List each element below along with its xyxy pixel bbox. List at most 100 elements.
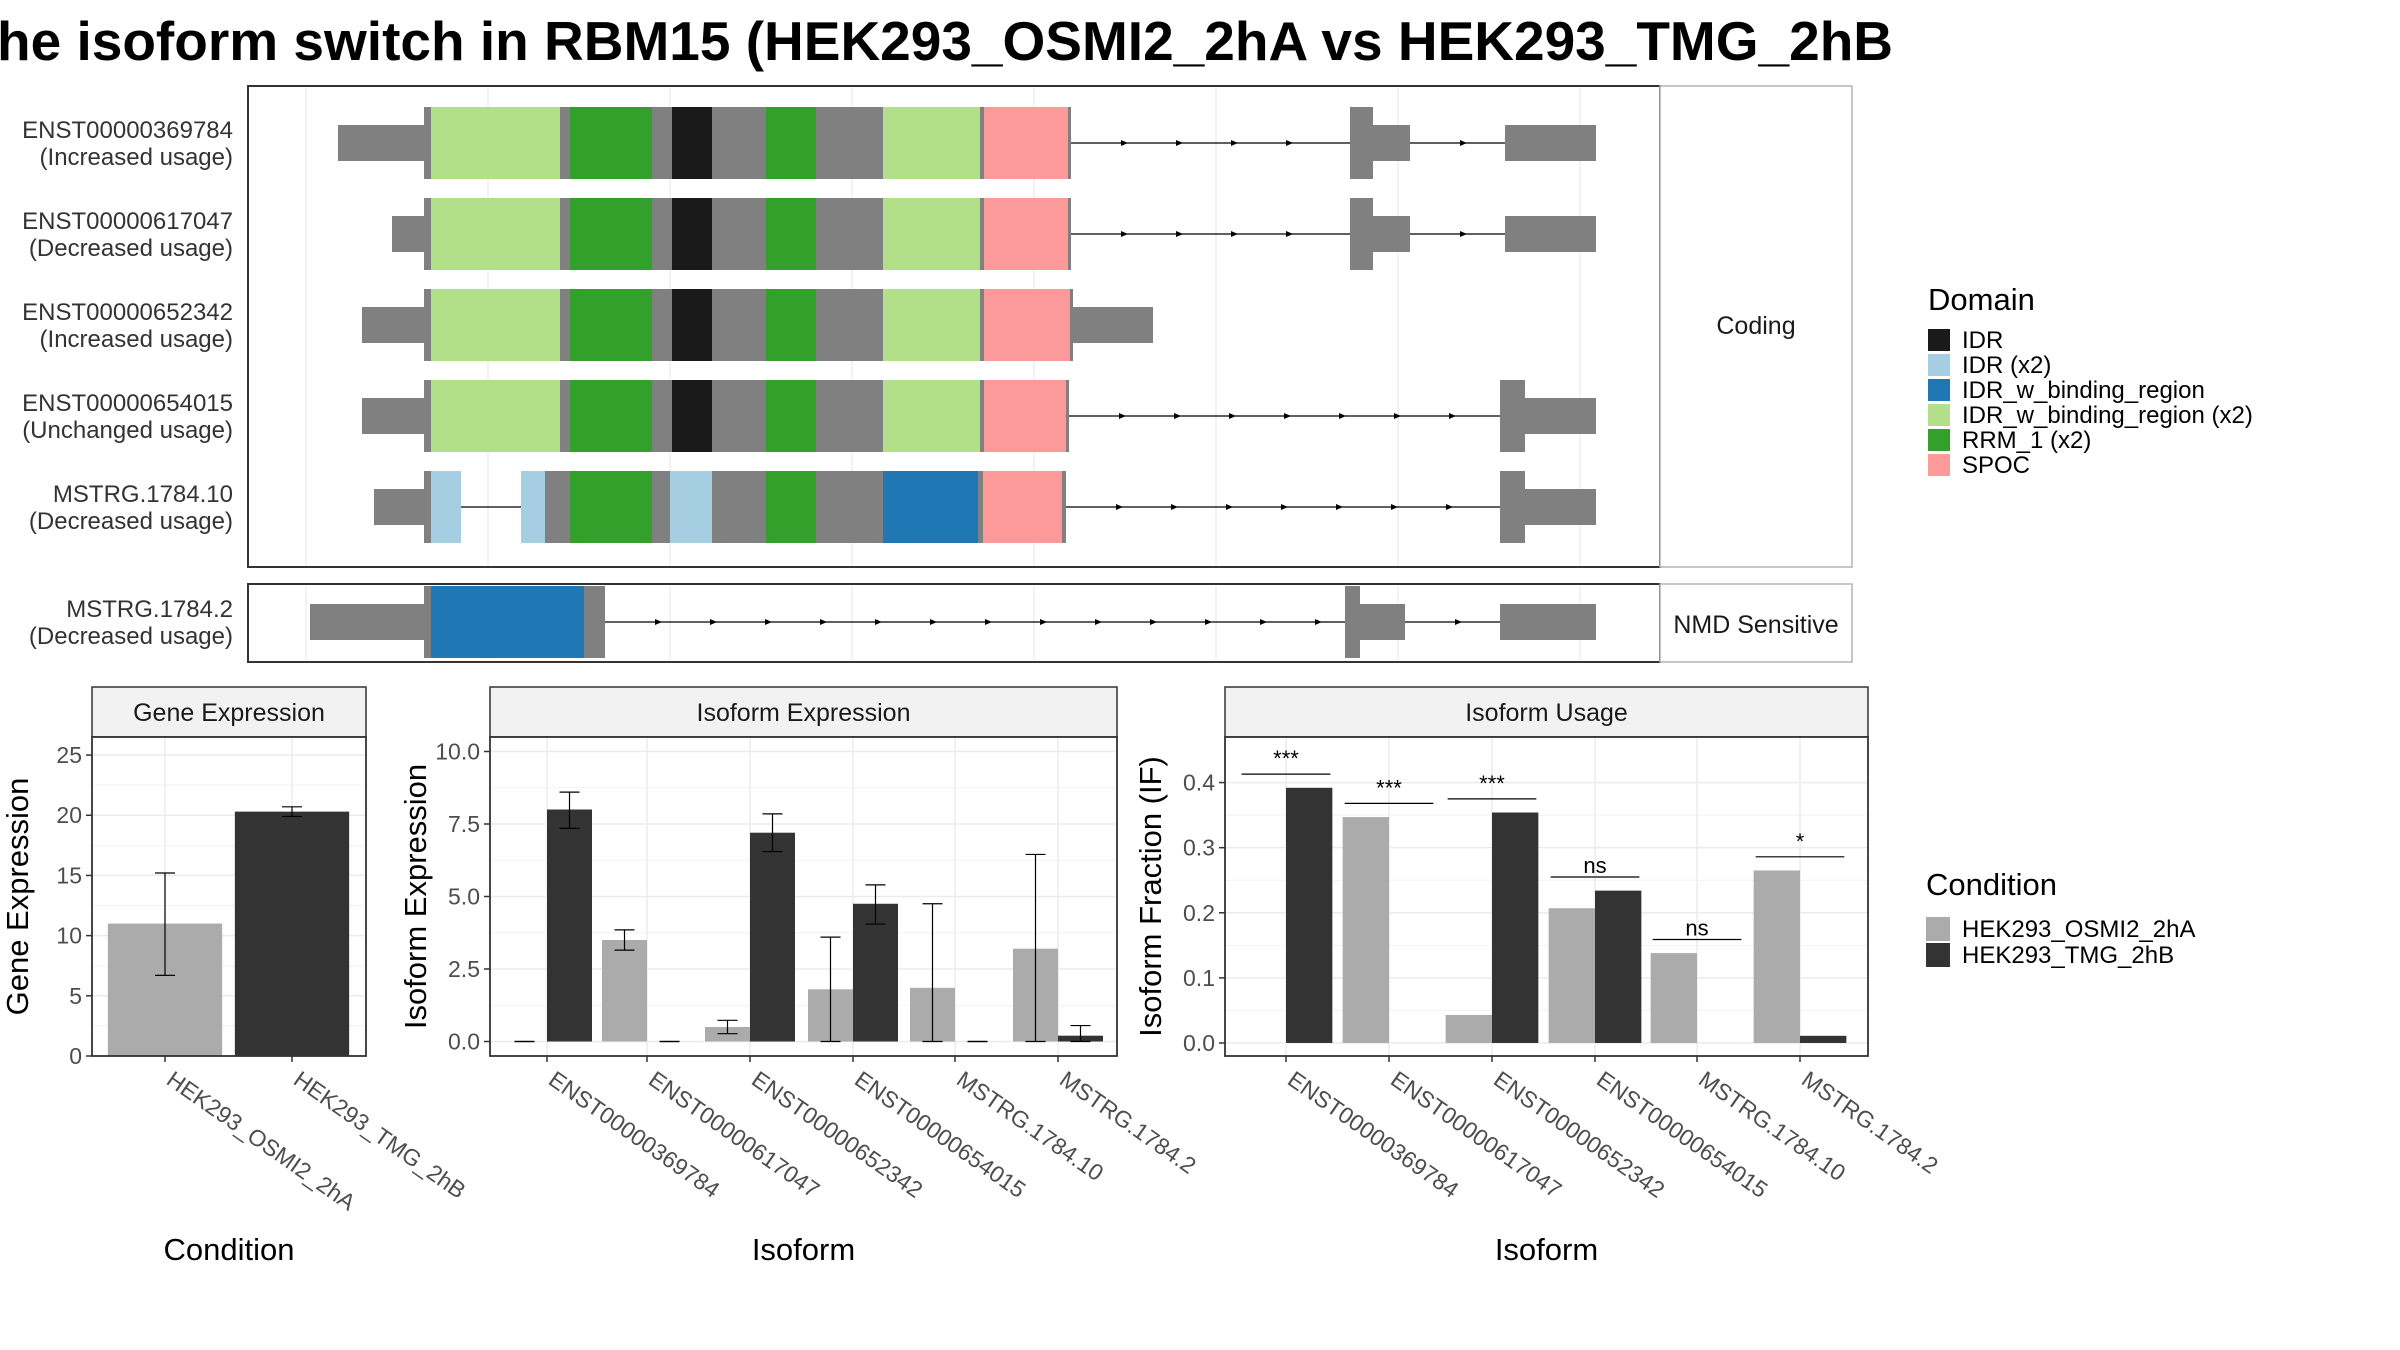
y-tick-label: 15 xyxy=(56,862,82,888)
coding-exon xyxy=(816,107,883,179)
domain-block xyxy=(570,380,652,452)
y-tick-label: 20 xyxy=(56,802,82,828)
bar xyxy=(1492,812,1539,1043)
plot-strip xyxy=(91,686,367,738)
domain-block xyxy=(766,289,816,361)
y-tick-label: 5 xyxy=(69,983,82,1009)
x-tick-label: ENST00000617047 xyxy=(1386,1066,1566,1203)
domain-block xyxy=(431,380,560,452)
legend-label: IDR (x2) xyxy=(1962,352,2051,379)
coding-strip xyxy=(1659,85,1853,568)
legend-swatch xyxy=(1928,379,1950,401)
legend-swatch xyxy=(1928,454,1950,476)
y-tick-label: 0 xyxy=(69,1043,82,1069)
domain-block xyxy=(431,471,461,543)
intron-arrow xyxy=(1460,231,1467,237)
intron-arrow xyxy=(1391,504,1398,510)
y-tick-label: 0.1 xyxy=(1183,965,1215,991)
significance-label: *** xyxy=(1376,775,1402,800)
coding-exon xyxy=(1066,380,1069,452)
legend-swatch xyxy=(1926,917,1950,941)
bar xyxy=(1445,1014,1492,1043)
plot-strip xyxy=(489,686,1118,738)
bar xyxy=(1650,953,1697,1043)
intron-arrow xyxy=(1119,413,1126,419)
domain-block xyxy=(883,107,980,179)
domain-block xyxy=(431,586,584,658)
plot-strip-title: Isoform Usage xyxy=(1465,699,1628,727)
y-tick-label: 0.0 xyxy=(1183,1030,1215,1056)
legend-label: IDR_w_binding_region (x2) xyxy=(1962,402,2253,429)
domain-block xyxy=(431,198,560,270)
coding-exon xyxy=(1350,198,1373,270)
legend-label: IDR xyxy=(1962,327,2003,354)
utr-exon xyxy=(1373,125,1410,161)
bar xyxy=(750,832,795,1042)
intron-arrow xyxy=(1205,619,1212,625)
figure-title: he isoform switch in RBM15 (HEK293_OSMI2… xyxy=(0,10,1893,72)
domain-block xyxy=(570,107,652,179)
domain-block xyxy=(766,107,816,179)
transcript-usage-label: (Decreased usage) xyxy=(29,623,233,650)
transcript-id-label: ENST00000369784 xyxy=(22,117,233,144)
coding-exon xyxy=(816,380,883,452)
bar xyxy=(853,903,898,1042)
coding-exon xyxy=(712,380,766,452)
intron-arrow xyxy=(1040,619,1047,625)
bar xyxy=(1753,870,1800,1043)
bar xyxy=(1595,890,1642,1043)
coding-exon xyxy=(560,107,570,179)
significance-label: * xyxy=(1796,829,1805,854)
y-tick-label: 5.0 xyxy=(448,884,480,910)
bar xyxy=(547,809,592,1042)
transcript-usage-label: (Decreased usage) xyxy=(29,235,233,262)
domain-block xyxy=(672,380,712,452)
utr-exon xyxy=(338,125,424,161)
domain-block xyxy=(984,198,1068,270)
intron-arrow xyxy=(875,619,882,625)
y-tick-label: 0.0 xyxy=(448,1029,480,1055)
facet-label-coding: Coding xyxy=(1716,312,1795,340)
domain-block xyxy=(570,198,652,270)
coding-exon xyxy=(712,107,766,179)
legend-label: IDR_w_binding_region xyxy=(1962,377,2205,404)
y-axis-title: Gene Expression xyxy=(0,778,35,1016)
coding-exon xyxy=(424,586,431,658)
intron-arrow xyxy=(1176,140,1183,146)
domain-block xyxy=(883,471,978,543)
facet-label-nmd: NMD Sensitive xyxy=(1673,611,1838,639)
coding-exon xyxy=(1070,289,1073,361)
x-tick-label: ENST00000654015 xyxy=(1592,1066,1772,1203)
y-tick-label: 0.4 xyxy=(1183,770,1215,796)
x-tick-label: ENST00000652342 xyxy=(1489,1066,1669,1203)
domain-block xyxy=(521,471,545,543)
y-tick-label: 10.0 xyxy=(435,739,480,765)
intron-arrow xyxy=(1229,413,1236,419)
coding-exon xyxy=(816,198,883,270)
utr-exon xyxy=(1500,604,1596,640)
coding-exon xyxy=(424,380,431,452)
domain-block xyxy=(766,198,816,270)
x-tick-label: ENST00000369784 xyxy=(544,1066,725,1203)
coding-exon xyxy=(1068,198,1071,270)
coding-exon xyxy=(712,198,766,270)
coding-exon xyxy=(652,471,670,543)
coding-exon xyxy=(1068,107,1071,179)
y-tick-label: 7.5 xyxy=(448,811,480,837)
x-tick-label: ENST00000617047 xyxy=(644,1066,824,1203)
intron-arrow xyxy=(1116,504,1123,510)
x-axis-title: Condition xyxy=(164,1232,295,1267)
coding-exon xyxy=(712,289,766,361)
legend-swatch xyxy=(1928,354,1950,376)
plot-border xyxy=(489,736,1118,1057)
domain-legend-title: Domain xyxy=(1928,282,2035,317)
utr-exon xyxy=(1073,307,1153,343)
coding-exon xyxy=(816,289,883,361)
bar xyxy=(1342,817,1389,1043)
coding-exon xyxy=(424,107,431,179)
utr-exon xyxy=(362,398,424,434)
utr-exon xyxy=(1525,489,1596,525)
intron-arrow xyxy=(1226,504,1233,510)
intron-arrow xyxy=(1121,231,1128,237)
